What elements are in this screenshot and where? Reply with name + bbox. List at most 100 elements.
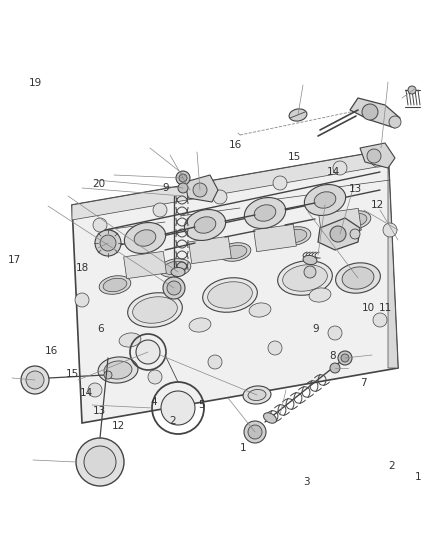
Ellipse shape <box>203 278 258 312</box>
Circle shape <box>179 174 187 182</box>
Ellipse shape <box>134 230 156 246</box>
Text: 1: 1 <box>415 472 422 482</box>
Polygon shape <box>72 150 388 220</box>
Ellipse shape <box>219 243 251 261</box>
Ellipse shape <box>283 229 307 243</box>
Circle shape <box>148 370 162 384</box>
Circle shape <box>328 326 342 340</box>
Circle shape <box>213 190 227 204</box>
Polygon shape <box>318 218 360 250</box>
Polygon shape <box>360 143 395 168</box>
Circle shape <box>21 366 49 394</box>
Ellipse shape <box>243 386 271 404</box>
Ellipse shape <box>159 259 191 277</box>
Text: 20: 20 <box>92 179 105 189</box>
Circle shape <box>26 371 44 389</box>
Ellipse shape <box>278 261 332 295</box>
Ellipse shape <box>163 261 187 274</box>
Circle shape <box>163 277 185 299</box>
Ellipse shape <box>244 198 286 229</box>
Ellipse shape <box>279 227 311 245</box>
Circle shape <box>273 176 287 190</box>
Ellipse shape <box>133 297 177 323</box>
Circle shape <box>383 223 397 237</box>
Ellipse shape <box>119 333 141 347</box>
Ellipse shape <box>254 205 276 221</box>
Circle shape <box>333 161 347 175</box>
Ellipse shape <box>99 276 131 294</box>
Ellipse shape <box>303 255 317 264</box>
Text: 5: 5 <box>198 400 205 410</box>
Circle shape <box>362 104 378 120</box>
Circle shape <box>371 153 385 167</box>
Circle shape <box>208 355 222 369</box>
Ellipse shape <box>189 318 211 332</box>
Text: 7: 7 <box>360 378 367 387</box>
Circle shape <box>389 116 401 128</box>
Circle shape <box>176 171 190 185</box>
Circle shape <box>84 446 116 478</box>
Circle shape <box>167 281 181 295</box>
Ellipse shape <box>336 263 380 293</box>
Circle shape <box>367 149 381 163</box>
Circle shape <box>104 371 112 379</box>
Ellipse shape <box>223 245 247 259</box>
Ellipse shape <box>194 217 216 233</box>
Text: 17: 17 <box>7 255 21 265</box>
Polygon shape <box>124 252 166 279</box>
Ellipse shape <box>264 413 276 423</box>
Ellipse shape <box>339 211 371 229</box>
Ellipse shape <box>283 265 327 291</box>
Circle shape <box>244 421 266 443</box>
Circle shape <box>153 203 167 217</box>
Circle shape <box>350 229 360 239</box>
Circle shape <box>330 226 346 242</box>
Circle shape <box>88 383 102 397</box>
Text: 13: 13 <box>93 407 106 416</box>
Ellipse shape <box>98 357 138 383</box>
Circle shape <box>161 391 195 425</box>
Polygon shape <box>185 175 218 202</box>
Circle shape <box>75 293 89 307</box>
Ellipse shape <box>208 282 252 308</box>
Ellipse shape <box>342 267 374 289</box>
Text: 14: 14 <box>80 389 93 398</box>
Text: 9: 9 <box>312 325 319 334</box>
Text: 15: 15 <box>288 152 301 162</box>
Ellipse shape <box>248 390 266 400</box>
Polygon shape <box>72 150 398 423</box>
Text: 15: 15 <box>66 369 79 379</box>
Ellipse shape <box>124 222 166 254</box>
Ellipse shape <box>103 278 127 292</box>
Text: 4: 4 <box>150 398 157 407</box>
Circle shape <box>338 351 352 365</box>
Text: 12: 12 <box>112 422 125 431</box>
Text: 13: 13 <box>349 184 362 194</box>
Circle shape <box>408 86 416 94</box>
Text: 12: 12 <box>371 200 384 210</box>
Text: 14: 14 <box>327 167 340 176</box>
Polygon shape <box>189 236 231 264</box>
Text: 9: 9 <box>162 183 169 192</box>
Ellipse shape <box>98 231 118 245</box>
Text: 16: 16 <box>45 346 58 356</box>
Circle shape <box>268 341 282 355</box>
Circle shape <box>341 354 349 362</box>
Ellipse shape <box>127 293 182 327</box>
Circle shape <box>100 235 116 251</box>
Text: 2: 2 <box>170 416 177 426</box>
Ellipse shape <box>304 184 346 215</box>
Ellipse shape <box>104 361 132 379</box>
Circle shape <box>304 266 316 278</box>
Text: 3: 3 <box>303 478 310 487</box>
Circle shape <box>93 218 107 232</box>
Circle shape <box>373 150 383 160</box>
Circle shape <box>76 438 124 486</box>
Text: 18: 18 <box>76 263 89 272</box>
Circle shape <box>95 230 121 256</box>
Ellipse shape <box>249 303 271 317</box>
Ellipse shape <box>343 213 367 227</box>
Text: 10: 10 <box>361 303 374 313</box>
Circle shape <box>136 340 160 364</box>
Text: 8: 8 <box>329 351 336 361</box>
